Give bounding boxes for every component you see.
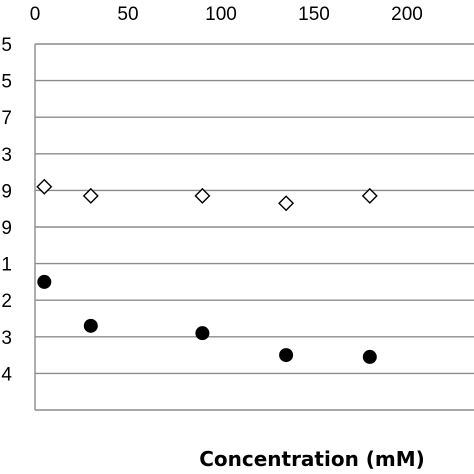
y-tick-label-5: 9 [1, 218, 12, 239]
circle-point-3 [279, 348, 294, 363]
y-tick-label-6: 1 [1, 255, 12, 276]
x-tick-label-0: 0 [30, 4, 41, 25]
x-tick-label-1: 50 [117, 4, 138, 25]
diamond-point-1 [82, 187, 99, 204]
diamond-point-4 [361, 187, 378, 204]
y-tick-label-4: 9 [1, 181, 12, 202]
x-tick-label-2: 100 [205, 4, 237, 25]
x-tick-label-4: 200 [391, 4, 423, 25]
diamond-point-2 [194, 187, 211, 204]
y-tick-label-0: 5 [1, 35, 12, 56]
y-tick-label-2: 7 [1, 108, 12, 129]
tick-labels: 0 50 100 150 200 5 5 7 3 9 9 1 2 3 4 [1, 4, 422, 385]
data-points [36, 178, 378, 364]
circle-point-1 [83, 318, 98, 333]
gridlines [35, 43, 474, 411]
diamond-point-0 [36, 178, 53, 195]
y-tick-label-9: 4 [1, 364, 12, 385]
x-tick-label-3: 150 [298, 4, 330, 25]
circle-point-4 [362, 349, 377, 364]
circle-point-0 [37, 274, 52, 289]
x-axis-label: Concentration (mM) [199, 447, 425, 471]
y-tick-label-3: 3 [1, 145, 12, 166]
circle-point-2 [195, 326, 210, 341]
diamond-point-3 [278, 195, 295, 212]
y-tick-label-8: 3 [1, 328, 12, 349]
y-tick-label-1: 5 [1, 72, 12, 93]
y-tick-label-7: 2 [1, 291, 12, 312]
